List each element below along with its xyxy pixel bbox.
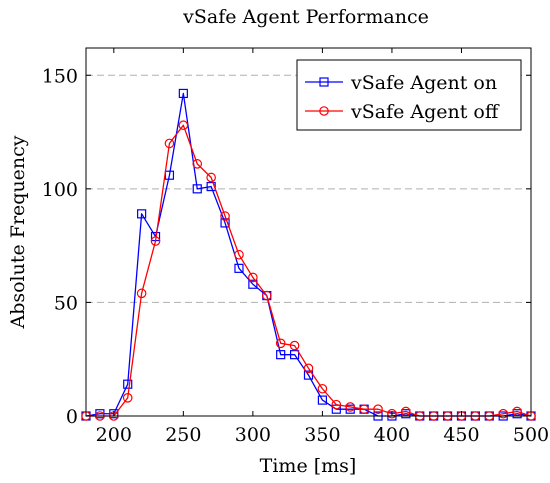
y-tick-label: 150 bbox=[42, 65, 78, 87]
x-tick-label: 450 bbox=[443, 424, 479, 446]
y-tick-label: 100 bbox=[42, 179, 78, 201]
legend-label: vSafe Agent on bbox=[350, 72, 497, 94]
x-tick-label: 500 bbox=[513, 424, 549, 446]
data-point bbox=[234, 263, 244, 273]
data-point bbox=[123, 379, 133, 389]
data-point bbox=[206, 172, 216, 183]
data-point bbox=[192, 159, 203, 169]
data-point bbox=[122, 393, 133, 403]
legend: vSafe Agent on vSafe Agent off bbox=[296, 59, 522, 131]
data-point bbox=[234, 249, 244, 260]
data-point bbox=[345, 402, 356, 412]
data-point bbox=[303, 363, 314, 374]
data-point bbox=[178, 120, 189, 131]
x-tick-label: 300 bbox=[235, 424, 271, 446]
legend-marker-square bbox=[319, 77, 329, 87]
data-point bbox=[359, 404, 369, 414]
data-point bbox=[136, 288, 147, 299]
y-tick-label: 50 bbox=[54, 292, 78, 314]
data-point bbox=[317, 395, 328, 405]
data-point bbox=[261, 290, 272, 301]
data-point bbox=[220, 218, 230, 228]
legend-entry: vSafe Agent off bbox=[305, 101, 500, 123]
x-axis-label: Time [ms] bbox=[260, 455, 357, 477]
x-tick-label: 200 bbox=[96, 424, 132, 446]
data-point bbox=[248, 279, 258, 289]
data-point bbox=[137, 209, 147, 219]
ticks: 0 50 100 150 200 250 300 350 400 450 500 bbox=[42, 48, 549, 446]
data-point bbox=[498, 408, 508, 419]
data-point bbox=[206, 181, 216, 192]
data-point bbox=[387, 408, 397, 419]
plot-area bbox=[85, 47, 532, 417]
legend-entry: vSafe Agent on bbox=[305, 72, 497, 94]
data-point bbox=[192, 184, 202, 194]
data-point bbox=[248, 272, 258, 283]
x-tick-label: 250 bbox=[165, 424, 201, 446]
series-layer bbox=[81, 88, 536, 421]
data-point bbox=[317, 383, 328, 394]
data-point bbox=[178, 88, 188, 99]
legend-box bbox=[296, 59, 522, 131]
data-point bbox=[289, 340, 300, 351]
data-point bbox=[164, 138, 175, 149]
legend-label: vSafe Agent off bbox=[350, 101, 500, 123]
data-point bbox=[220, 211, 230, 221]
x-tick-label: 350 bbox=[304, 424, 340, 446]
data-point bbox=[289, 350, 300, 360]
data-point bbox=[276, 350, 286, 360]
data-point bbox=[150, 236, 161, 246]
x-tick-label: 400 bbox=[374, 424, 410, 446]
data-point bbox=[275, 338, 286, 349]
data-point bbox=[373, 404, 383, 414]
series-agent-on bbox=[81, 88, 536, 421]
y-tick-label: 0 bbox=[66, 406, 78, 428]
chart-title: vSafe Agent Performance bbox=[182, 6, 429, 28]
legend-marker-circle bbox=[319, 106, 329, 116]
y-axis-label: Absolute Frequency bbox=[7, 135, 29, 329]
data-point bbox=[331, 399, 342, 410]
